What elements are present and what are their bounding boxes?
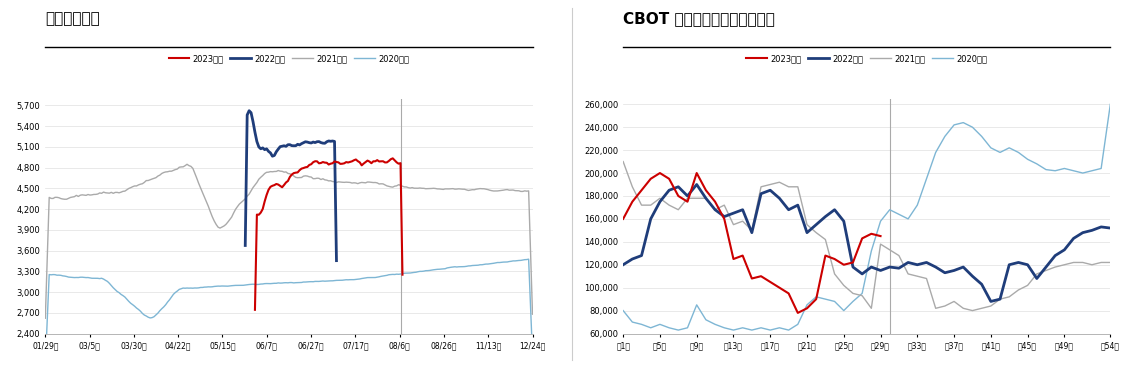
Legend: 2023年度, 2022年度, 2021年度, 2020年度: 2023年度, 2022年度, 2021年度, 2020年度 (743, 51, 990, 67)
Text: CBOT 大豆投机基金多头净持仓: CBOT 大豆投机基金多头净持仓 (623, 11, 775, 27)
Text: 大豆到岸成本: 大豆到岸成本 (45, 11, 100, 27)
Legend: 2023年度, 2022年度, 2021年度, 2020年度: 2023年度, 2022年度, 2021年度, 2020年度 (165, 51, 412, 67)
